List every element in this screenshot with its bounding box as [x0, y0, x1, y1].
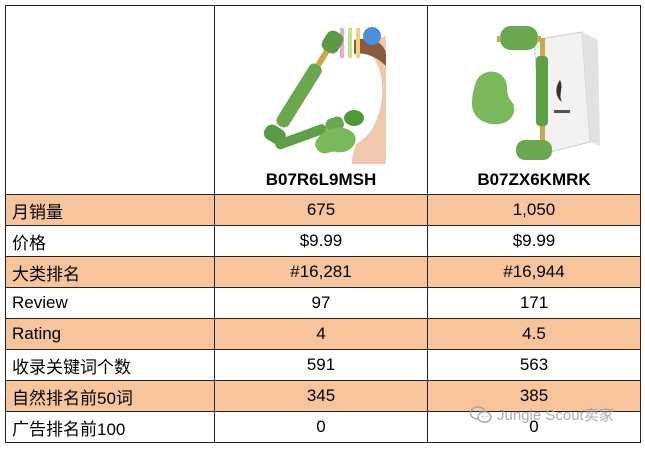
row-label: 收录关键词个数: [5, 349, 215, 381]
row-value: 4: [214, 318, 428, 350]
product-asin-1: B07R6L9MSH: [265, 170, 377, 189]
row-label: 大类排名: [5, 256, 215, 288]
product-asin-2: B07ZX6KMRK: [477, 170, 591, 189]
row-value: 4.5: [427, 318, 641, 350]
product-header-row: B07R6L9MSH B07ZX6KMRK: [5, 5, 641, 195]
table-row: 大类排名 #16,281 #16,944: [5, 256, 641, 288]
row-value: 563: [427, 349, 641, 381]
row-label: Review: [5, 287, 215, 319]
row-label: 价格: [5, 225, 215, 257]
watermark-text: Jungle Scout卖家: [497, 407, 614, 424]
row-value: 675: [214, 194, 428, 226]
row-value: $9.99: [214, 225, 428, 257]
table-row: 收录关键词个数 591 563: [5, 349, 641, 381]
row-value: 0: [214, 411, 428, 443]
product-cell-2: B07ZX6KMRK: [427, 5, 641, 195]
row-label: 广告排名前100: [5, 411, 215, 443]
row-value: $9.99: [427, 225, 641, 257]
comparison-table: B07R6L9MSH B07ZX6KMRK: [5, 5, 641, 443]
row-value: 1,050: [427, 194, 641, 226]
row-value: #16,944: [427, 256, 641, 288]
row-value: 0: [427, 411, 641, 443]
row-value: 97: [214, 287, 428, 319]
product-cell-1: B07R6L9MSH: [214, 5, 428, 195]
table-row: Review 97 171: [5, 287, 641, 319]
row-label: Rating: [5, 318, 215, 350]
row-label: 月销量: [5, 194, 215, 226]
table-row: 月销量 675 1,050: [5, 194, 641, 226]
row-value: #16,281: [214, 256, 428, 288]
row-value: 171: [427, 287, 641, 319]
row-label: 自然排名前50词: [5, 380, 215, 412]
empty-corner-cell: [5, 5, 215, 195]
table-row: 自然排名前50词 345 385: [5, 380, 641, 412]
table-row: Rating 4 4.5: [5, 318, 641, 350]
jade-roller-product-image: [263, 27, 386, 164]
row-value: 591: [214, 349, 428, 381]
row-value: 385: [427, 380, 641, 412]
wechat-icon: [470, 405, 492, 423]
table-row: 广告排名前100 0 0: [5, 411, 641, 443]
row-value: 345: [214, 380, 428, 412]
table-row: 价格 $9.99 $9.99: [5, 225, 641, 257]
jade-roller-gift-box-product-image: [472, 26, 600, 160]
watermark: Jungle Scout卖家: [470, 404, 614, 425]
